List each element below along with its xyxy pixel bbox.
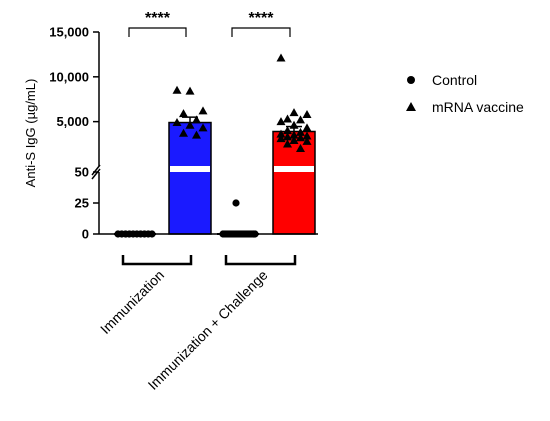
- point-mrna: [172, 85, 182, 94]
- point-mrna: [185, 86, 195, 95]
- point-mrna: [179, 128, 188, 137]
- y-axis-label: Anti-S IgG (µg/mL): [23, 79, 38, 188]
- significance-label: ****: [249, 10, 275, 27]
- legend-triangle-icon: [406, 102, 416, 111]
- category-label: Immunization: [97, 267, 167, 337]
- group-bracket: [121, 255, 193, 266]
- point-mrna: [283, 132, 292, 141]
- axis-break-mark: [91, 164, 101, 176]
- significance-label: ****: [145, 10, 171, 27]
- point-mrna: [289, 108, 299, 117]
- legend-label-mrna: mRNA vaccine: [432, 99, 524, 115]
- bar-mrna-2: [272, 130, 316, 235]
- y-tick-label: 0: [82, 227, 89, 242]
- point-mrna: [289, 135, 299, 144]
- point-mrna: [283, 139, 292, 148]
- y-tick-label: 10,000: [49, 69, 89, 84]
- point-mrna: [179, 109, 188, 118]
- point-mrna: [276, 129, 286, 138]
- y-tick-label: 25: [75, 196, 89, 211]
- bar-break-gap: [170, 166, 210, 172]
- point-mrna: [192, 130, 201, 139]
- legend-label-control: Control: [432, 72, 477, 88]
- y-tick-label: 50: [75, 165, 89, 180]
- point-mrna: [283, 126, 292, 135]
- point-mrna: [283, 114, 292, 123]
- point-mrna: [296, 115, 305, 124]
- point-mrna: [296, 127, 305, 136]
- axis-break-mark: [91, 168, 101, 180]
- point-mrna: [192, 115, 201, 124]
- significance-bracket: [231, 27, 291, 37]
- point-control: [232, 199, 240, 207]
- point-mrna: [198, 123, 208, 132]
- point-mrna: [172, 118, 182, 127]
- point-mrna: [296, 144, 305, 153]
- y-tick-label: 5,000: [56, 114, 89, 129]
- point-mrna: [302, 123, 312, 132]
- bar-break-gap: [274, 166, 314, 172]
- point-mrna: [198, 106, 208, 115]
- point-mrna: [276, 134, 286, 143]
- point-mrna: [276, 53, 286, 62]
- point-mrna: [302, 109, 312, 118]
- point-mrna: [185, 120, 195, 129]
- y-tick-label: 15,000: [49, 25, 89, 40]
- point-mrna: [289, 120, 299, 129]
- bar-mrna-1: [168, 121, 212, 235]
- point-mrna: [289, 130, 299, 139]
- category-label: Immunization + Challenge: [145, 267, 271, 393]
- point-mrna: [302, 136, 312, 145]
- point-mrna: [302, 131, 312, 140]
- group-bracket: [224, 255, 297, 266]
- point-mrna: [296, 133, 305, 142]
- legend-circle-icon: [407, 76, 415, 84]
- point-mrna: [276, 117, 286, 126]
- significance-bracket: [128, 27, 187, 37]
